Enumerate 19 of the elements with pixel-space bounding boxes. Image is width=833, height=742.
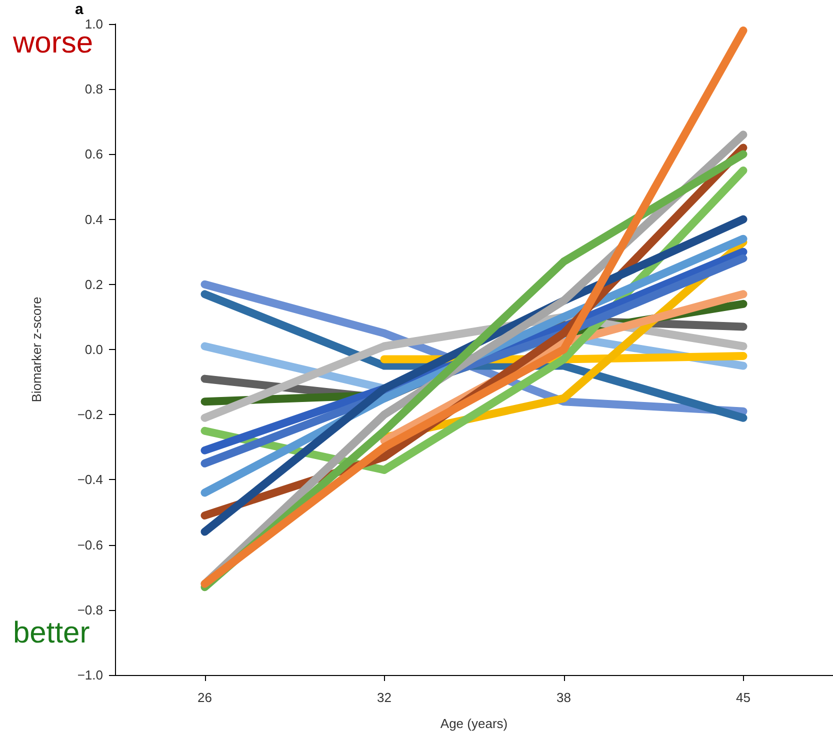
y-tick-label: −0.4 <box>77 472 103 488</box>
y-tick-label: 1.0 <box>84 16 103 32</box>
y-tick-label: −0.6 <box>77 537 103 552</box>
text: better <box>13 616 90 650</box>
y-tick-label: −0.2 <box>77 407 103 422</box>
y-tick-label: 0.0 <box>84 342 103 357</box>
y-tick-label: 0.6 <box>84 146 103 162</box>
x-axis-title: Age (years) <box>440 716 508 731</box>
y-tick-label: −1.0 <box>77 668 103 682</box>
x-tick-label: 45 <box>736 690 750 705</box>
x-tick-label: 38 <box>556 690 571 705</box>
y-tick-label: 0.2 <box>84 276 103 292</box>
x-tick-label: 32 <box>377 690 392 705</box>
y-axis-title: Biomarker z-score <box>29 296 44 402</box>
x-tick-label: 26 <box>198 690 212 705</box>
y-tick-label: 0.8 <box>84 82 103 97</box>
text: a <box>75 1 84 18</box>
y-tick-label: 0.4 <box>84 212 103 227</box>
y-tick-label: −0.8 <box>77 602 103 618</box>
